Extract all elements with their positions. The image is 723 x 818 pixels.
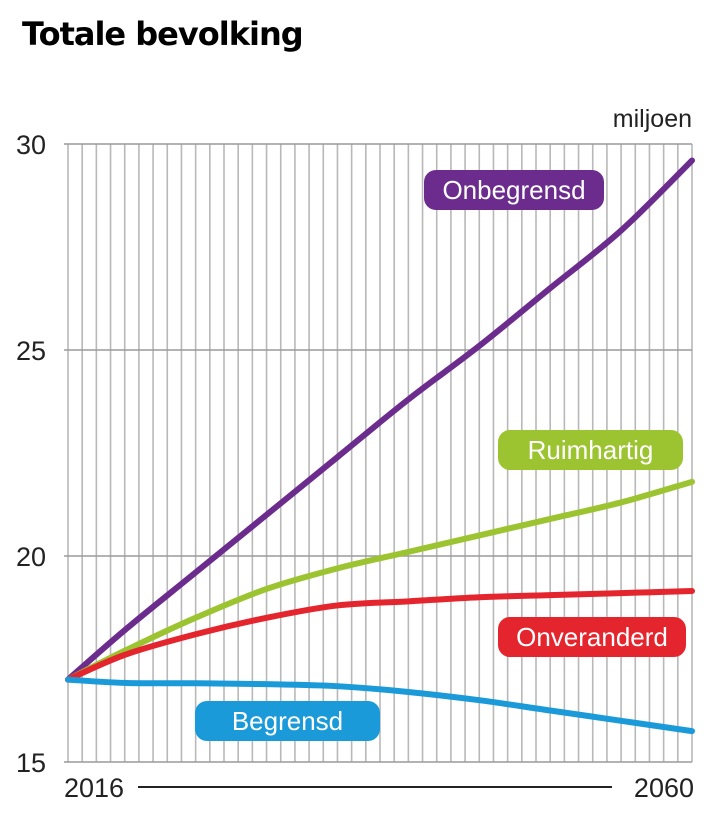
series-line-ruimhartig — [65, 478, 695, 683]
series-label-text: Onbegrensd — [442, 175, 585, 205]
series-label-onveranderd: Onveranderd — [498, 617, 686, 657]
series-label-badge — [498, 430, 683, 470]
series-label-onbegrensd: Onbegrensd — [424, 170, 604, 210]
x-tick-end: 2060 — [634, 773, 694, 803]
series-line-onveranderd — [65, 588, 695, 683]
series-line-begrensd — [65, 676, 695, 735]
series-label-begrensd: Begrensd — [195, 701, 380, 741]
series-lines — [65, 157, 695, 735]
vertical-gridlines — [67, 144, 693, 762]
series-label-text: Ruimhartig — [528, 435, 654, 465]
series-label-badge — [195, 701, 380, 741]
x-tick-start: 2016 — [64, 773, 124, 803]
series-line-onbegrensd — [65, 157, 695, 683]
chart-title: Totale bevolking — [22, 15, 303, 53]
y-tick-label: 25 — [16, 336, 46, 366]
y-tick-label: 30 — [16, 130, 46, 160]
y-tick-label: 15 — [16, 748, 46, 778]
series-label-badge — [424, 170, 604, 210]
series-labels: Onbegrensd Ruimhartig Onveranderd Begrensd — [195, 170, 686, 741]
unit-label: miljoen — [613, 105, 692, 133]
series-label-ruimhartig: Ruimhartig — [498, 430, 683, 470]
series-label-text: Onveranderd — [516, 622, 668, 652]
y-axis-ticks: 15 20 25 30 — [16, 130, 46, 778]
series-label-text: Begrensd — [232, 706, 343, 736]
series-label-badge — [498, 617, 686, 657]
y-tick-label: 20 — [16, 542, 46, 572]
